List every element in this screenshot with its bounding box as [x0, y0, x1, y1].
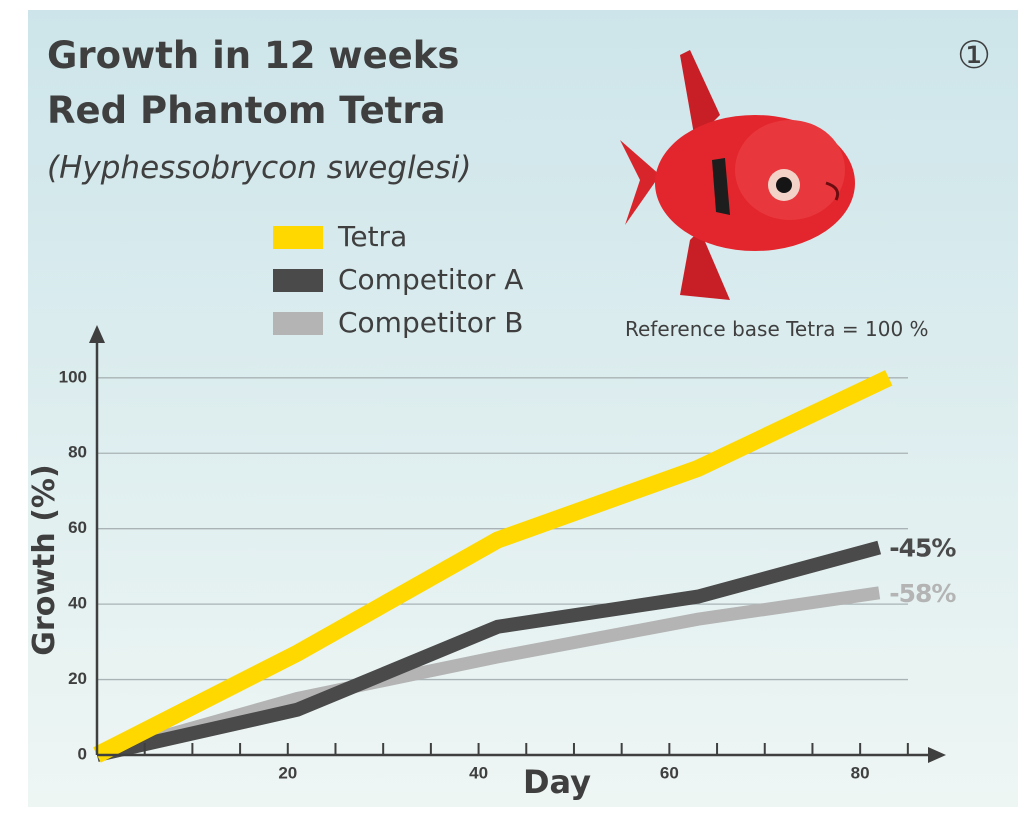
series-line: [95, 540, 882, 762]
series-line: [93, 370, 893, 763]
y-axis-arrow: [89, 325, 105, 343]
x-tick-label: 20: [278, 763, 297, 782]
note: Reference base Tetra = 100 %: [625, 317, 929, 341]
y-tick-label: 20: [68, 669, 87, 688]
species: (Hyphessobrycon sweglesi): [47, 150, 472, 186]
y-tick-label: 80: [68, 443, 87, 462]
x-axis-arrow: [928, 747, 946, 763]
x-axis-label: Day: [523, 763, 591, 801]
legend-label: Tetra: [337, 220, 407, 253]
legend-label: Competitor B: [338, 306, 523, 339]
x-tick-label: 60: [660, 763, 679, 782]
legend-label: Competitor A: [338, 263, 523, 296]
x-tick-label: 40: [469, 763, 488, 782]
y-tick-label: 60: [68, 518, 87, 537]
y-tick-label: 100: [59, 367, 87, 386]
chart-title: Growth in 12 weeks: [47, 34, 459, 77]
legend-swatch: [273, 226, 323, 249]
fish-illustration: [620, 50, 855, 300]
y-axis-label: Growth (%): [27, 464, 62, 655]
background: [28, 10, 1018, 807]
legend-swatch: [273, 312, 323, 335]
x-tick-label: 80: [851, 763, 870, 782]
y-tick-label: 0: [78, 744, 87, 763]
y-tick-label: 40: [68, 594, 87, 613]
end-label: -45%: [889, 534, 956, 563]
chart-subtitle: Red Phantom Tetra: [47, 89, 446, 132]
series-line: [95, 586, 881, 762]
badge: ①: [957, 33, 991, 77]
end-label: -58%: [889, 579, 956, 608]
legend-swatch: [273, 269, 323, 292]
